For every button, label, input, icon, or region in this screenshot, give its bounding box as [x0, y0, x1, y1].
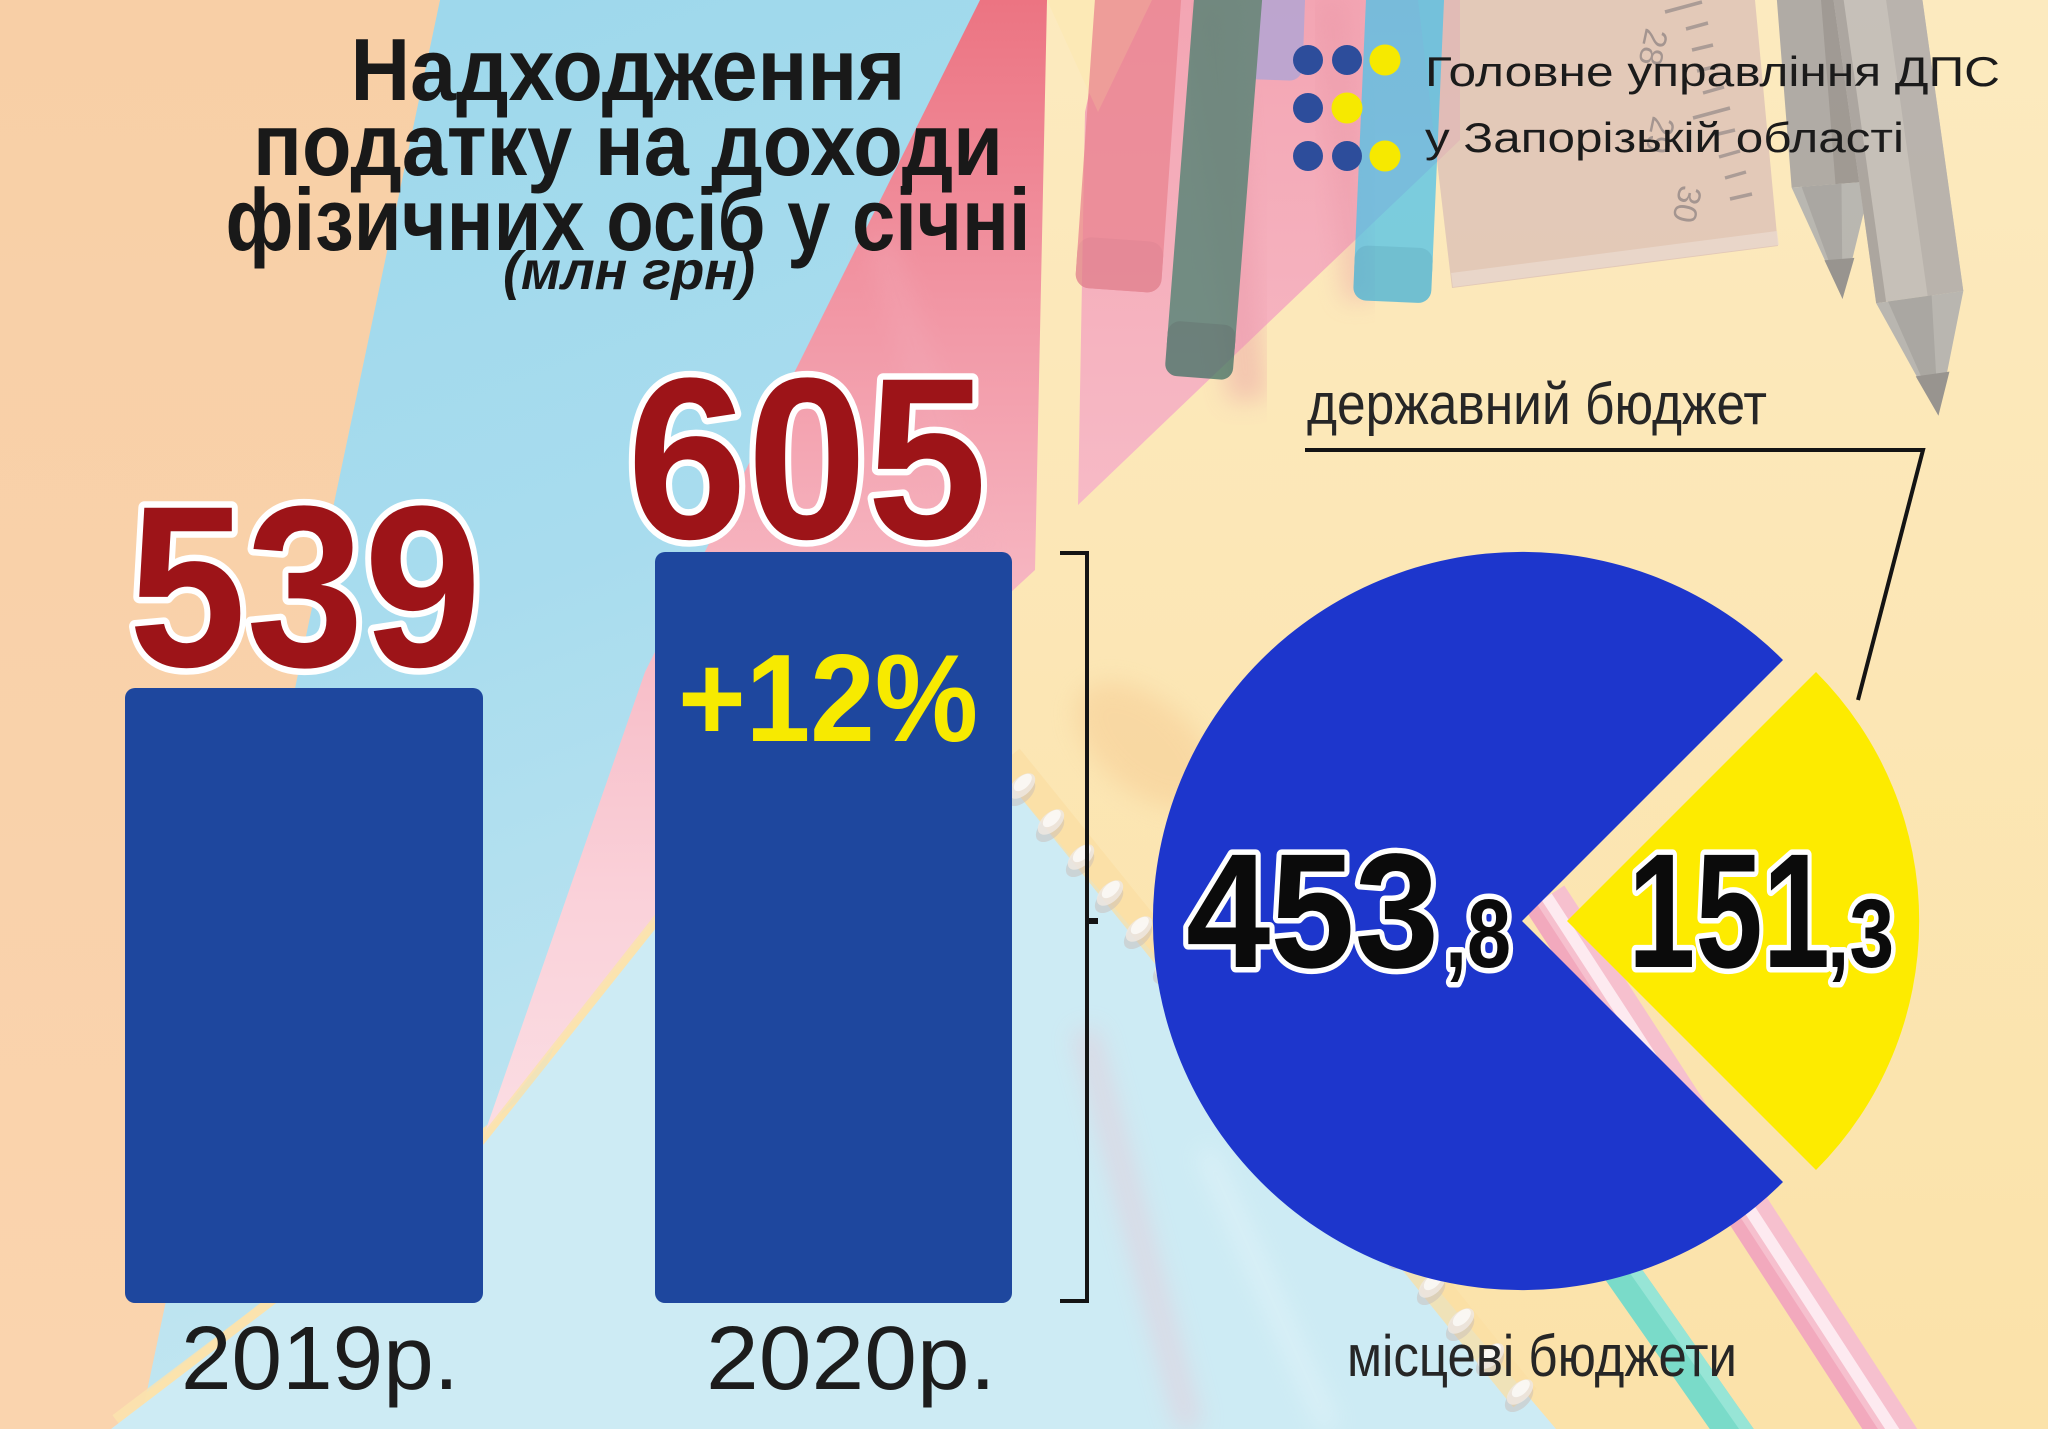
- svg-text:151: 151: [1628, 819, 1830, 1002]
- svg-text:,3: ,3: [1827, 879, 1894, 988]
- svg-text:державний бюджет: державний бюджет: [1307, 372, 1767, 437]
- svg-text:,8: ,8: [1445, 879, 1511, 988]
- svg-text:29: 29: [1639, 114, 1683, 158]
- svg-text:Головне управління ДПС: Головне управління ДПС: [1425, 48, 2000, 95]
- svg-text:30: 30: [1666, 183, 1710, 227]
- svg-text:539: 539: [129, 458, 482, 715]
- svg-text:фізичних осіб у січні: фізичних осіб у січні: [226, 170, 1031, 269]
- svg-text:(млн грн): (млн грн): [503, 241, 755, 301]
- svg-text:+12%: +12%: [678, 630, 978, 768]
- svg-text:Надходження: Надходження: [351, 20, 906, 119]
- svg-text:податку на доходи: податку на доходи: [253, 95, 1003, 194]
- svg-text:605: 605: [627, 330, 987, 587]
- svg-text:у Запорізькій області: у Запорізькій області: [1425, 114, 1904, 161]
- svg-text:2019р.: 2019р.: [181, 1309, 459, 1409]
- svg-text:28: 28: [1632, 26, 1676, 70]
- svg-text:2020р.: 2020р.: [706, 1309, 996, 1409]
- svg-text:453: 453: [1186, 819, 1439, 1002]
- svg-text:місцеві бюджети: місцеві бюджети: [1347, 1324, 1737, 1389]
